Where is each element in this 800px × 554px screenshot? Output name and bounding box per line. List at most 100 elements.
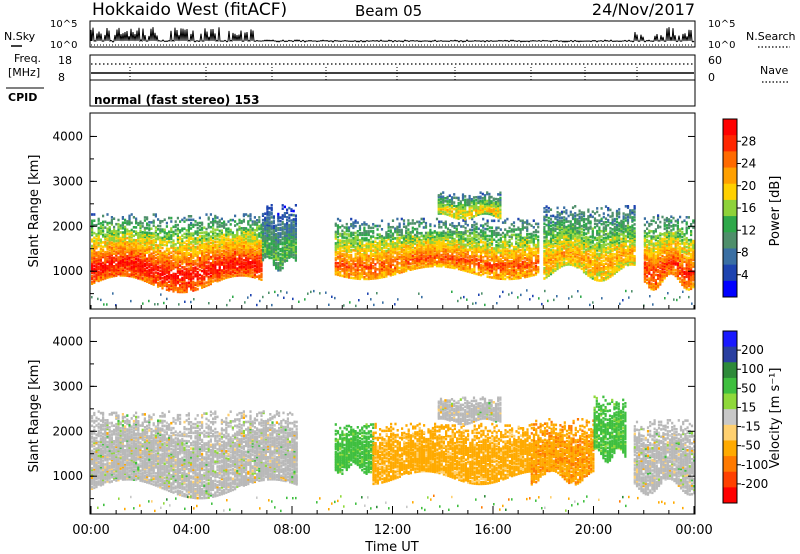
- echo-cell: [187, 274, 190, 277]
- echo-cell: [471, 250, 474, 254]
- echo-cell: [110, 230, 113, 233]
- echo-cell: [170, 260, 173, 263]
- echo-cell: [220, 217, 223, 221]
- echo-cell: [104, 258, 107, 261]
- echo-cell: [163, 237, 166, 240]
- echo-cell: [159, 266, 162, 269]
- echo-cell: [137, 237, 140, 241]
- echo-cell: [141, 245, 144, 249]
- echo-cell: [121, 258, 124, 262]
- echo-cell: [141, 232, 144, 236]
- echo-cell: [102, 261, 105, 265]
- echo-cell: [484, 241, 487, 244]
- echo-cell: [124, 239, 127, 243]
- echo-cell: [124, 274, 127, 277]
- echo-cell: [387, 229, 390, 232]
- echo-cell: [435, 238, 439, 241]
- echo-cell: [113, 232, 116, 236]
- echo-cell: [165, 256, 168, 259]
- echo-cell: [161, 228, 164, 231]
- echo-cell: [146, 269, 149, 273]
- echo-cell: [181, 246, 184, 250]
- echo-cell: [270, 235, 273, 239]
- echo-cell: [343, 231, 346, 234]
- echo-cell: [152, 248, 155, 251]
- echo-cell: [124, 234, 127, 237]
- echo-cell: [234, 224, 237, 227]
- echo-cell: [150, 227, 153, 230]
- echo-cell: [132, 265, 135, 269]
- echo-cell: [130, 228, 133, 232]
- echo-cell: [341, 239, 344, 243]
- echo-cell: [113, 252, 116, 255]
- echo-cell: [172, 284, 175, 288]
- echo-cell: [387, 247, 390, 251]
- echo-cell: [203, 275, 206, 279]
- echo-cell: [146, 234, 149, 238]
- echo-cell: [174, 274, 177, 278]
- echo-cell: [363, 237, 366, 240]
- echo-cell: [97, 222, 100, 225]
- echo-cell: [117, 271, 120, 274]
- echo-cell: [473, 224, 476, 227]
- echo-cell: [154, 250, 157, 253]
- echo-cell: [99, 248, 102, 252]
- echo-cell: [261, 257, 265, 260]
- echo-cell: [380, 246, 384, 250]
- echo-cell: [128, 248, 131, 251]
- echo-cell: [203, 234, 206, 238]
- echo-cell: [157, 277, 160, 280]
- echo-cell: [190, 267, 193, 270]
- echo-cell: [216, 237, 219, 240]
- echo-cell: [495, 231, 498, 235]
- echo-cell: [281, 246, 284, 249]
- echo-cell: [106, 246, 109, 249]
- echo-cell: [479, 239, 483, 242]
- echo-cell: [97, 229, 100, 233]
- echo-cell: [141, 253, 144, 256]
- echo-cell: [249, 213, 252, 216]
- echo-cell: [391, 258, 395, 262]
- echo-cell: [99, 277, 102, 280]
- echo-cell: [176, 266, 179, 269]
- echo-cell: [372, 258, 375, 261]
- echo-cell: [495, 226, 498, 230]
- echo-cell: [108, 267, 111, 270]
- echo-cell: [176, 246, 179, 250]
- echo-cell: [341, 244, 344, 248]
- echo-cell: [209, 274, 212, 278]
- echo-cell: [427, 231, 430, 235]
- echo-cell: [352, 271, 355, 275]
- echo-cell: [110, 273, 113, 277]
- echo-cell: [214, 243, 217, 247]
- echo-cell: [391, 263, 395, 267]
- echo-cell: [163, 252, 166, 255]
- echo-cell: [497, 231, 500, 235]
- echo-cell: [108, 274, 111, 277]
- echo-cell: [157, 250, 160, 254]
- echo-cell: [495, 263, 498, 266]
- echo-cell: [170, 274, 173, 277]
- echo-cell: [247, 232, 250, 236]
- echo-cell: [413, 233, 417, 237]
- echo-cell: [270, 225, 273, 228]
- echo-cell: [150, 235, 153, 238]
- echo-cell: [148, 264, 151, 267]
- echo-cell: [174, 258, 177, 262]
- echo-cell: [168, 261, 171, 265]
- echo-cell: [258, 274, 261, 278]
- echo-cell: [126, 241, 129, 244]
- echo-cell: [181, 257, 184, 260]
- echo-cell: [172, 230, 175, 234]
- echo-cell: [128, 249, 131, 253]
- echo-cell: [279, 253, 282, 256]
- echo-cell: [341, 232, 344, 236]
- echo-cell: [117, 261, 120, 265]
- echo-cell: [157, 275, 160, 278]
- echo-cell: [99, 272, 102, 276]
- echo-cell: [343, 226, 346, 229]
- echo-cell: [378, 224, 381, 228]
- echo-cell: [146, 278, 149, 282]
- echo-cell: [275, 233, 278, 236]
- echo-cell: [93, 252, 96, 255]
